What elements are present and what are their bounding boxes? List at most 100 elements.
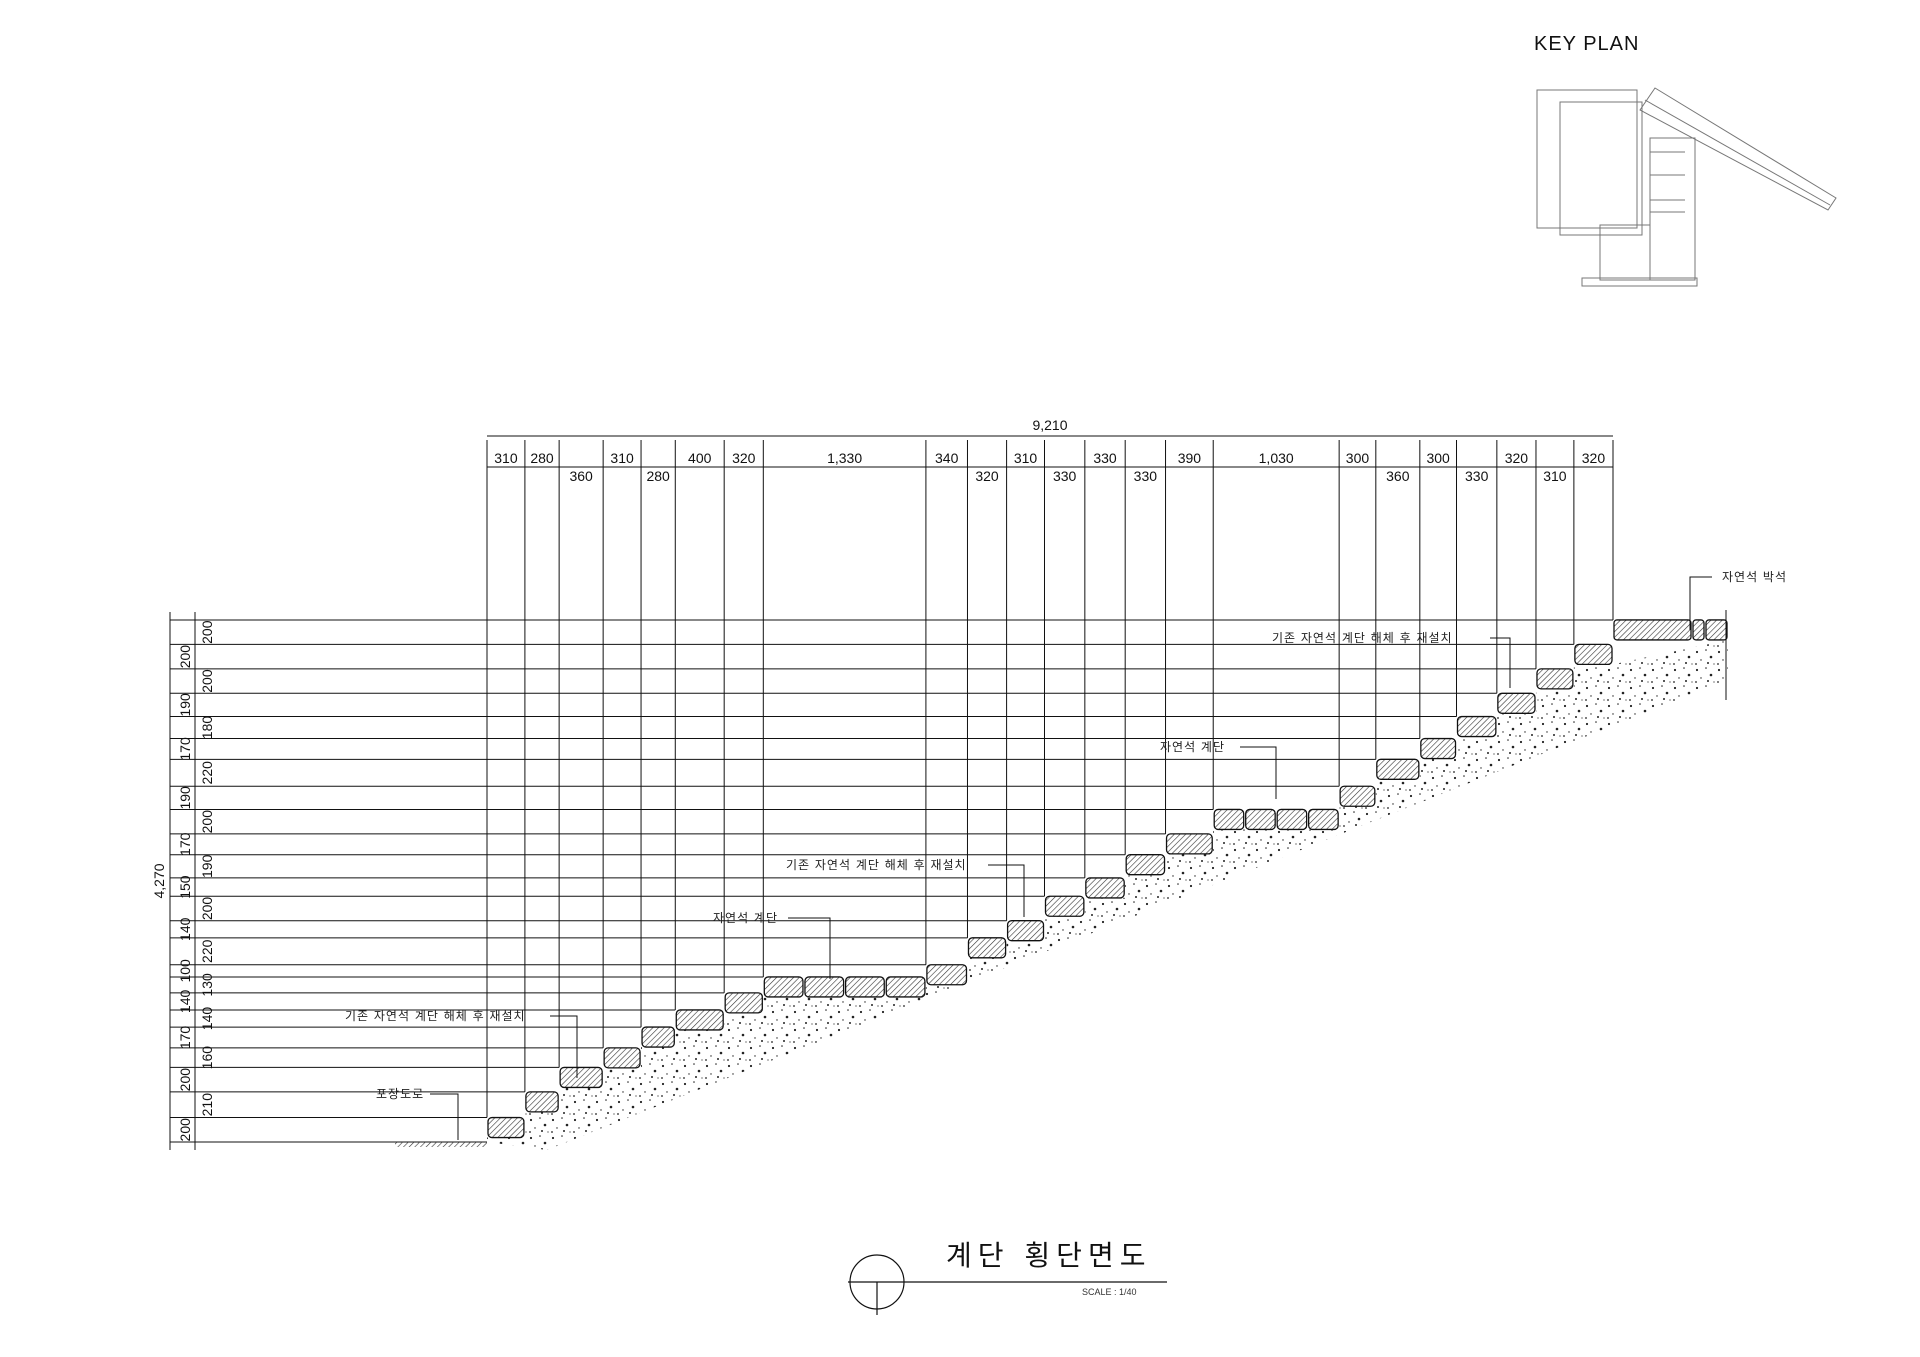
stair-stone xyxy=(675,1009,724,1031)
height-dimension-label: 200 xyxy=(177,645,193,669)
stair-stone xyxy=(1574,643,1613,666)
width-dimension-label: 330 xyxy=(1053,468,1077,484)
width-dimension-label: 390 xyxy=(1178,450,1202,466)
stair-stone xyxy=(525,1091,559,1113)
stair-stone xyxy=(487,1116,525,1139)
height-dimension-label: 200 xyxy=(199,669,215,693)
height-dimension-label: 160 xyxy=(199,1046,215,1070)
stair-stone xyxy=(967,937,1007,959)
paved-road xyxy=(395,1142,487,1147)
drawing-title: 계단 횡단면도 xyxy=(946,1239,1152,1272)
width-dimension-label: 330 xyxy=(1093,450,1117,466)
width-dimension-label: 310 xyxy=(1543,468,1567,484)
height-dimension-label: 200 xyxy=(199,810,215,834)
stair-stone xyxy=(885,976,926,998)
stair-stone xyxy=(1044,895,1085,917)
section-title-marker xyxy=(848,1254,1167,1315)
height-dimension-label: 200 xyxy=(177,1068,193,1092)
stair-stone xyxy=(1376,758,1420,780)
stair-stone xyxy=(1456,715,1497,738)
overall-height-label: 4,270 xyxy=(151,863,167,898)
height-dimension-label: 190 xyxy=(177,693,193,717)
stair-stone xyxy=(1536,668,1574,690)
width-dimension-label: 360 xyxy=(569,468,593,484)
leader-line xyxy=(1689,576,1712,630)
width-dimension-label: 1,030 xyxy=(1259,450,1294,466)
leader-line xyxy=(988,864,1025,917)
height-dimension-label: 200 xyxy=(199,897,215,921)
stair-stone xyxy=(804,976,845,998)
height-dimension-label: 150 xyxy=(177,875,193,899)
height-dimension-label: 140 xyxy=(199,1007,215,1031)
drawing-scale: SCALE : 1/40 xyxy=(1082,1287,1137,1297)
stair-stone xyxy=(1213,808,1245,831)
height-dimension-label: 170 xyxy=(177,737,193,761)
width-dimension-label: 310 xyxy=(610,450,634,466)
leader-line xyxy=(788,917,831,979)
width-dimension-label: 1,330 xyxy=(827,450,862,466)
key-plan-title: KEY PLAN xyxy=(1534,33,1640,55)
width-dimension-label: 300 xyxy=(1426,450,1450,466)
stair-stone xyxy=(1006,920,1045,942)
paving-stone xyxy=(1692,619,1705,641)
annotation-natural-paving: 자연석 박석 xyxy=(1722,570,1788,584)
width-dimension-label: 280 xyxy=(530,450,554,466)
stair-stone xyxy=(1245,808,1276,831)
height-dimension-label: 170 xyxy=(177,1026,193,1050)
annotation-paved-road: 포장도로 xyxy=(376,1087,425,1101)
width-dimension-label: 310 xyxy=(494,450,518,466)
height-dimension-label: 170 xyxy=(177,832,193,856)
stair-stone xyxy=(1308,808,1339,831)
height-dimension-label: 220 xyxy=(199,761,215,785)
height-dimension-label: 130 xyxy=(199,973,215,997)
width-dimension-label: 320 xyxy=(1505,450,1529,466)
stair-stone xyxy=(1497,692,1536,714)
stair-stone xyxy=(844,976,885,998)
height-dimension-label: 220 xyxy=(199,939,215,963)
width-dimension-label: 320 xyxy=(975,468,999,484)
stair-stone xyxy=(1165,833,1213,855)
stair-stone xyxy=(1339,785,1376,807)
width-dimension-label: 340 xyxy=(935,450,959,466)
height-dimension-label: 190 xyxy=(177,786,193,810)
height-dimension-label: 190 xyxy=(199,854,215,878)
height-dimension-label: 200 xyxy=(177,1118,193,1142)
height-dimension-label: 200 xyxy=(199,620,215,644)
stair-stone xyxy=(1125,854,1166,876)
stair-stone xyxy=(1276,808,1308,831)
width-dimension-label: 280 xyxy=(646,468,670,484)
key-plan-sketch xyxy=(1536,87,1837,287)
annotation-reinstall: 기존 자연석 계단 해체 후 재설치 xyxy=(1272,631,1453,645)
width-dimension-label: 320 xyxy=(732,450,756,466)
leader-line xyxy=(430,1093,459,1140)
width-dimension-label: 360 xyxy=(1386,468,1410,484)
width-dimension-label: 400 xyxy=(688,450,712,466)
annotation-natural-stairs: 자연석 계단 xyxy=(713,911,779,925)
annotation-reinstall: 기존 자연석 계단 해체 후 재설치 xyxy=(345,1009,526,1023)
stair-stone xyxy=(926,964,968,986)
stair-stone xyxy=(724,992,763,1014)
height-dimension-label: 140 xyxy=(177,990,193,1014)
height-dimension-label: 210 xyxy=(199,1093,215,1117)
stair-stone xyxy=(603,1047,641,1069)
width-dimension-label: 310 xyxy=(1014,450,1038,466)
stair-stone xyxy=(1085,877,1125,899)
paving-stone xyxy=(1705,619,1728,641)
annotation-reinstall: 기존 자연석 계단 해체 후 재설치 xyxy=(786,858,967,872)
gravel-base xyxy=(487,639,1728,1150)
leader-line xyxy=(550,1015,578,1078)
height-dimension-label: 180 xyxy=(199,716,215,740)
paving-stone xyxy=(1613,619,1692,641)
leader-line xyxy=(1490,637,1511,688)
width-dimension-label: 320 xyxy=(1582,450,1606,466)
stair-stone xyxy=(641,1026,675,1048)
annotation-natural-stairs: 자연석 계단 xyxy=(1160,740,1226,754)
overall-width-label: 9,210 xyxy=(1032,417,1067,433)
leader-line xyxy=(1240,746,1277,799)
stair-stone xyxy=(1420,737,1457,760)
width-dimension-label: 300 xyxy=(1346,450,1370,466)
width-dimension-label: 330 xyxy=(1134,468,1158,484)
stair-stone xyxy=(559,1066,603,1089)
stair-stone xyxy=(763,976,804,998)
height-dimension-label: 100 xyxy=(177,959,193,983)
